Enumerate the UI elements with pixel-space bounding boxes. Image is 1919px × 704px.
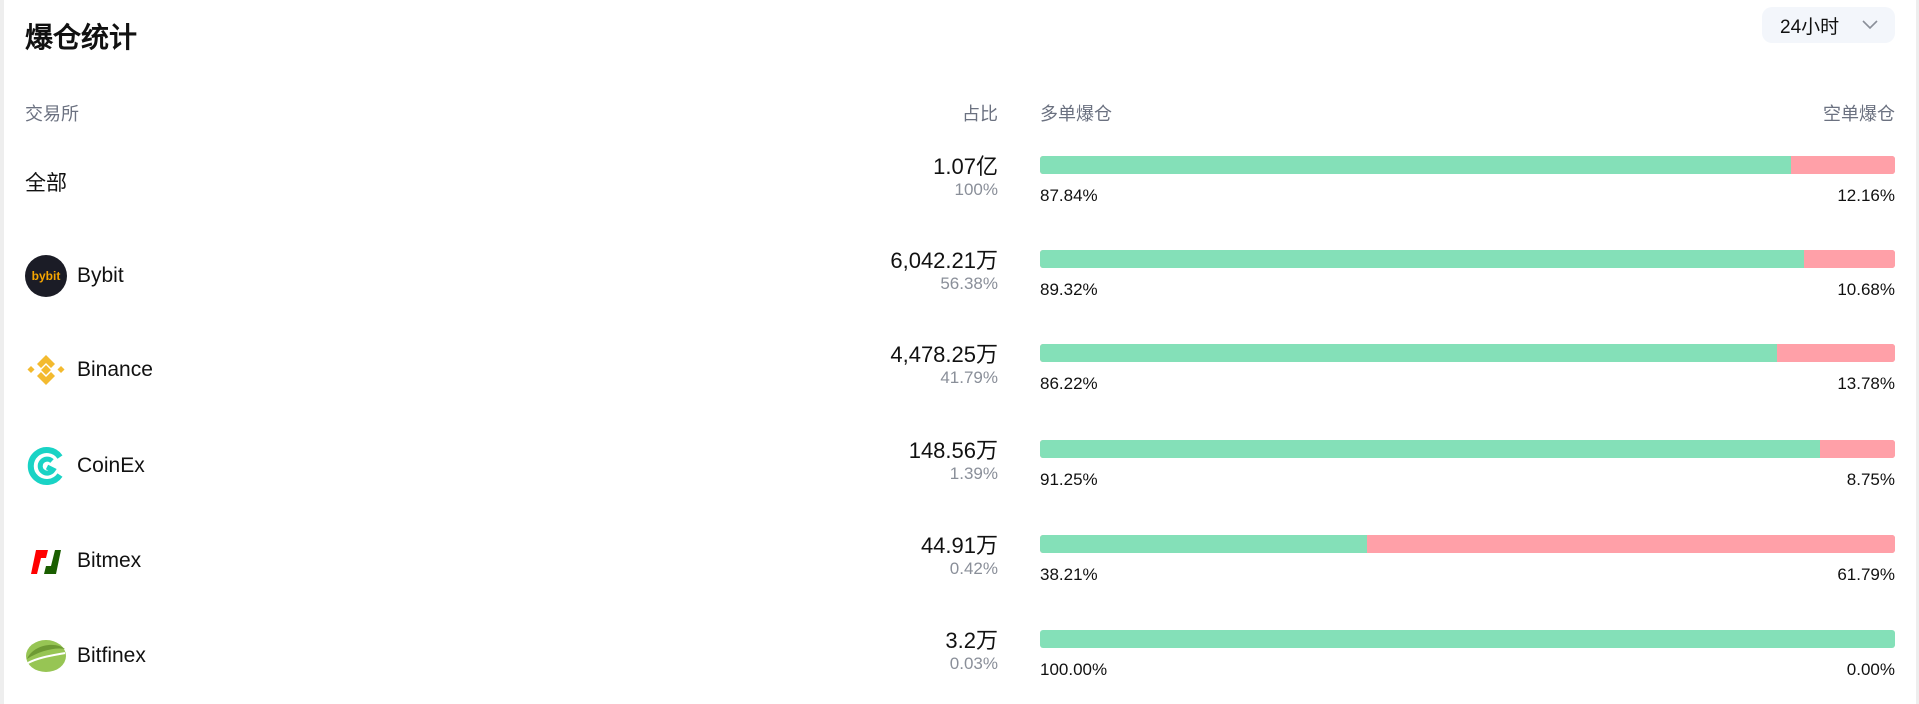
liquidation-amount: 1.07亿 [933, 154, 998, 179]
bitmex-logo-icon [25, 540, 67, 582]
long-short-bar [1040, 344, 1895, 362]
exchange-row[interactable]: 全部 1.07亿 100% 87.84% 12.16% [0, 137, 1919, 227]
long-percent: 89.32% [1040, 280, 1098, 299]
header-share: 占比 [962, 104, 998, 124]
long-percent: 86.22% [1040, 374, 1098, 393]
header-long: 多单爆仓 [1040, 104, 1112, 124]
exchange-name: CoinEx [25, 421, 145, 511]
header-exchange: 交易所 [25, 104, 79, 124]
share-percent: 0.42% [949, 559, 998, 578]
short-percent: 61.79% [1837, 565, 1895, 584]
svg-text:bybit: bybit [32, 269, 61, 283]
short-percent: 12.16% [1837, 186, 1895, 205]
long-bar-fill [1040, 440, 1821, 458]
long-short-bar [1040, 535, 1895, 553]
long-short-bar [1040, 630, 1895, 648]
exchange-label: CoinEx [77, 454, 145, 477]
timeframe-dropdown[interactable]: 24小时 [1762, 7, 1895, 43]
long-short-bar [1040, 156, 1895, 174]
liquidation-amount: 44.91万 [920, 533, 998, 558]
short-bar-fill [1777, 344, 1895, 362]
exchange-label: Bybit [77, 264, 124, 287]
short-percent: 0.00% [1846, 660, 1895, 679]
liquidation-amount: 6,042.21万 [890, 248, 998, 273]
header-short: 空单爆仓 [1823, 104, 1895, 124]
liquidation-amount: 4,478.25万 [890, 342, 998, 367]
exchange-name: Bitfinex [25, 611, 146, 701]
exchange-name: Bitmex [25, 516, 141, 606]
exchange-row[interactable]: Bitmex 44.91万 0.42% 38.21% 61.79% [0, 516, 1919, 606]
coinex-logo-icon [25, 445, 67, 487]
short-bar-fill [1791, 156, 1895, 174]
long-percent: 100.00% [1040, 660, 1108, 679]
share-percent: 56.38% [940, 274, 998, 293]
exchange-name: 全部 [25, 137, 67, 227]
share-percent: 1.39% [949, 464, 998, 483]
timeframe-value: 24小时 [1780, 16, 1840, 38]
scrollbar[interactable] [1916, 0, 1919, 704]
long-bar-fill [1040, 535, 1367, 553]
short-bar-fill [1820, 440, 1895, 458]
short-percent: 13.78% [1837, 374, 1895, 393]
exchange-label: 全部 [25, 172, 67, 195]
exchange-name: Binance [25, 325, 153, 415]
liquidation-amount: 3.2万 [945, 628, 998, 653]
long-short-bar [1040, 250, 1895, 268]
short-percent: 8.75% [1846, 470, 1895, 489]
short-percent: 10.68% [1837, 280, 1895, 299]
chevron-down-icon [1862, 20, 1878, 30]
long-bar-fill [1040, 156, 1792, 174]
exchange-label: Bitmex [77, 549, 142, 572]
exchange-row[interactable]: CoinEx 148.56万 1.39% 91.25% 8.75% [0, 421, 1919, 511]
long-percent: 91.25% [1040, 470, 1098, 489]
long-percent: 38.21% [1040, 565, 1098, 584]
short-bar-fill [1366, 535, 1895, 553]
exchange-row[interactable]: Bitfinex 3.2万 0.03% 100.00% 0.00% [0, 611, 1919, 701]
exchange-label: Bitfinex [77, 644, 146, 667]
long-bar-fill [1040, 344, 1778, 362]
exchange-name: bybit Bybit [25, 231, 124, 321]
exchange-label: Binance [77, 358, 153, 381]
short-bar-fill [1803, 250, 1895, 268]
page-title: 爆仓统计 [25, 22, 138, 53]
binance-logo-icon [25, 349, 67, 391]
share-percent: 41.79% [940, 368, 998, 387]
long-bar-fill [1040, 630, 1895, 648]
long-bar-fill [1040, 250, 1804, 268]
bitfinex-logo-icon [25, 635, 67, 677]
share-percent: 0.03% [949, 654, 998, 673]
exchange-row[interactable]: Binance 4,478.25万 41.79% 86.22% 13.78% [0, 325, 1919, 415]
share-percent: 100% [954, 180, 998, 199]
long-percent: 87.84% [1040, 186, 1098, 205]
liquidation-amount: 148.56万 [908, 438, 998, 463]
long-short-bar [1040, 440, 1895, 458]
left-border [0, 0, 4, 704]
exchange-row[interactable]: bybit Bybit 6,042.21万 56.38% 89.32% 10.68… [0, 231, 1919, 321]
bybit-logo-icon: bybit [25, 255, 67, 297]
